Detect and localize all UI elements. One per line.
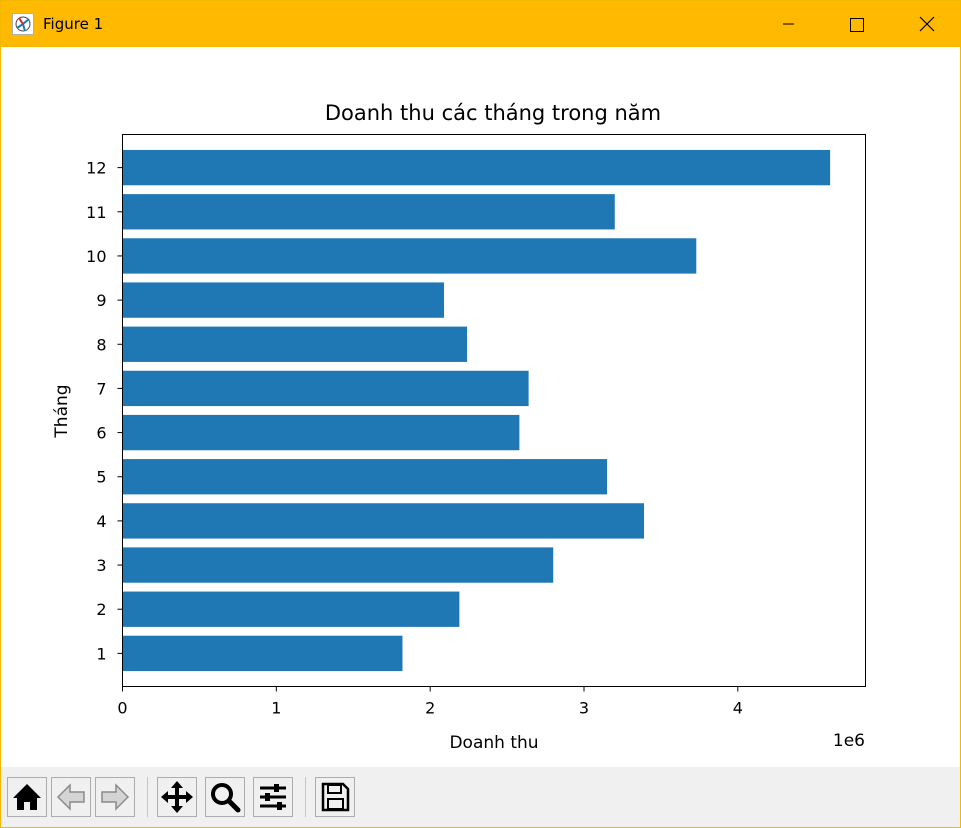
close-icon xyxy=(919,16,935,32)
y-tick-label: 12 xyxy=(86,159,106,178)
close-button[interactable] xyxy=(903,1,949,47)
sliders-icon xyxy=(260,784,286,810)
bar-month-9 xyxy=(122,282,445,318)
y-axis-label: Tháng xyxy=(52,384,72,438)
y-tick-label: 5 xyxy=(96,468,106,487)
app-icon xyxy=(12,13,34,35)
back-button[interactable] xyxy=(51,777,91,817)
y-tick-label: 7 xyxy=(96,379,106,398)
y-tick-label: 4 xyxy=(96,512,106,531)
zoom-button[interactable] xyxy=(205,777,245,817)
save-button[interactable] xyxy=(315,777,355,817)
x-tick-label: 0 xyxy=(117,699,127,718)
arrow-right-icon xyxy=(101,783,130,811)
maximize-icon xyxy=(850,18,864,32)
bar-month-7 xyxy=(122,370,529,407)
toolbar-separator xyxy=(147,777,148,817)
chart-title: Doanh thu các tháng trong năm xyxy=(325,101,661,125)
bar-month-6 xyxy=(122,414,520,451)
magnifier-icon xyxy=(211,783,241,813)
bar-month-3 xyxy=(122,547,554,583)
navigation-toolbar xyxy=(1,767,960,827)
x-tick-label: 1 xyxy=(271,699,281,718)
bar-month-11 xyxy=(122,194,615,230)
y-tick-label: 1 xyxy=(96,644,106,663)
minimize-button[interactable] xyxy=(765,1,811,47)
y-tick-label: 9 xyxy=(96,291,106,310)
bar-month-4 xyxy=(122,503,644,539)
y-tick-label: 3 xyxy=(96,556,106,575)
bar-month-12 xyxy=(122,149,831,186)
y-tick-label: 10 xyxy=(86,247,106,266)
home-button[interactable] xyxy=(7,777,47,817)
axes-frame xyxy=(122,134,866,687)
move-icon xyxy=(161,781,193,813)
title-bar[interactable]: Figure 1 xyxy=(1,1,960,47)
x-tick-label: 2 xyxy=(425,699,435,718)
toolbar-separator xyxy=(305,777,306,817)
bar-month-8 xyxy=(122,326,468,362)
maximize-button[interactable] xyxy=(833,1,879,47)
floppy-disk-icon xyxy=(321,782,350,812)
bar-month-1 xyxy=(122,635,403,672)
bar-month-10 xyxy=(122,238,697,274)
x-axis-offset-label: 1e6 xyxy=(833,731,865,751)
bar-month-5 xyxy=(122,459,608,495)
arrow-left-icon xyxy=(56,783,85,811)
x-tick-label: 3 xyxy=(579,699,589,718)
window-title: Figure 1 xyxy=(43,15,104,33)
minimize-icon xyxy=(783,23,794,25)
forward-button[interactable] xyxy=(95,777,135,817)
x-tick-label: 4 xyxy=(733,699,743,718)
y-tick-label: 8 xyxy=(96,335,106,354)
pan-button[interactable] xyxy=(157,777,197,817)
y-tick-label: 2 xyxy=(96,600,106,619)
y-tick-label: 11 xyxy=(86,203,106,222)
bar-month-2 xyxy=(122,591,460,627)
y-tick-label: 6 xyxy=(96,424,106,443)
configure-button[interactable] xyxy=(253,777,293,817)
home-icon xyxy=(13,784,41,810)
x-axis-label: Doanh thu xyxy=(449,733,538,753)
